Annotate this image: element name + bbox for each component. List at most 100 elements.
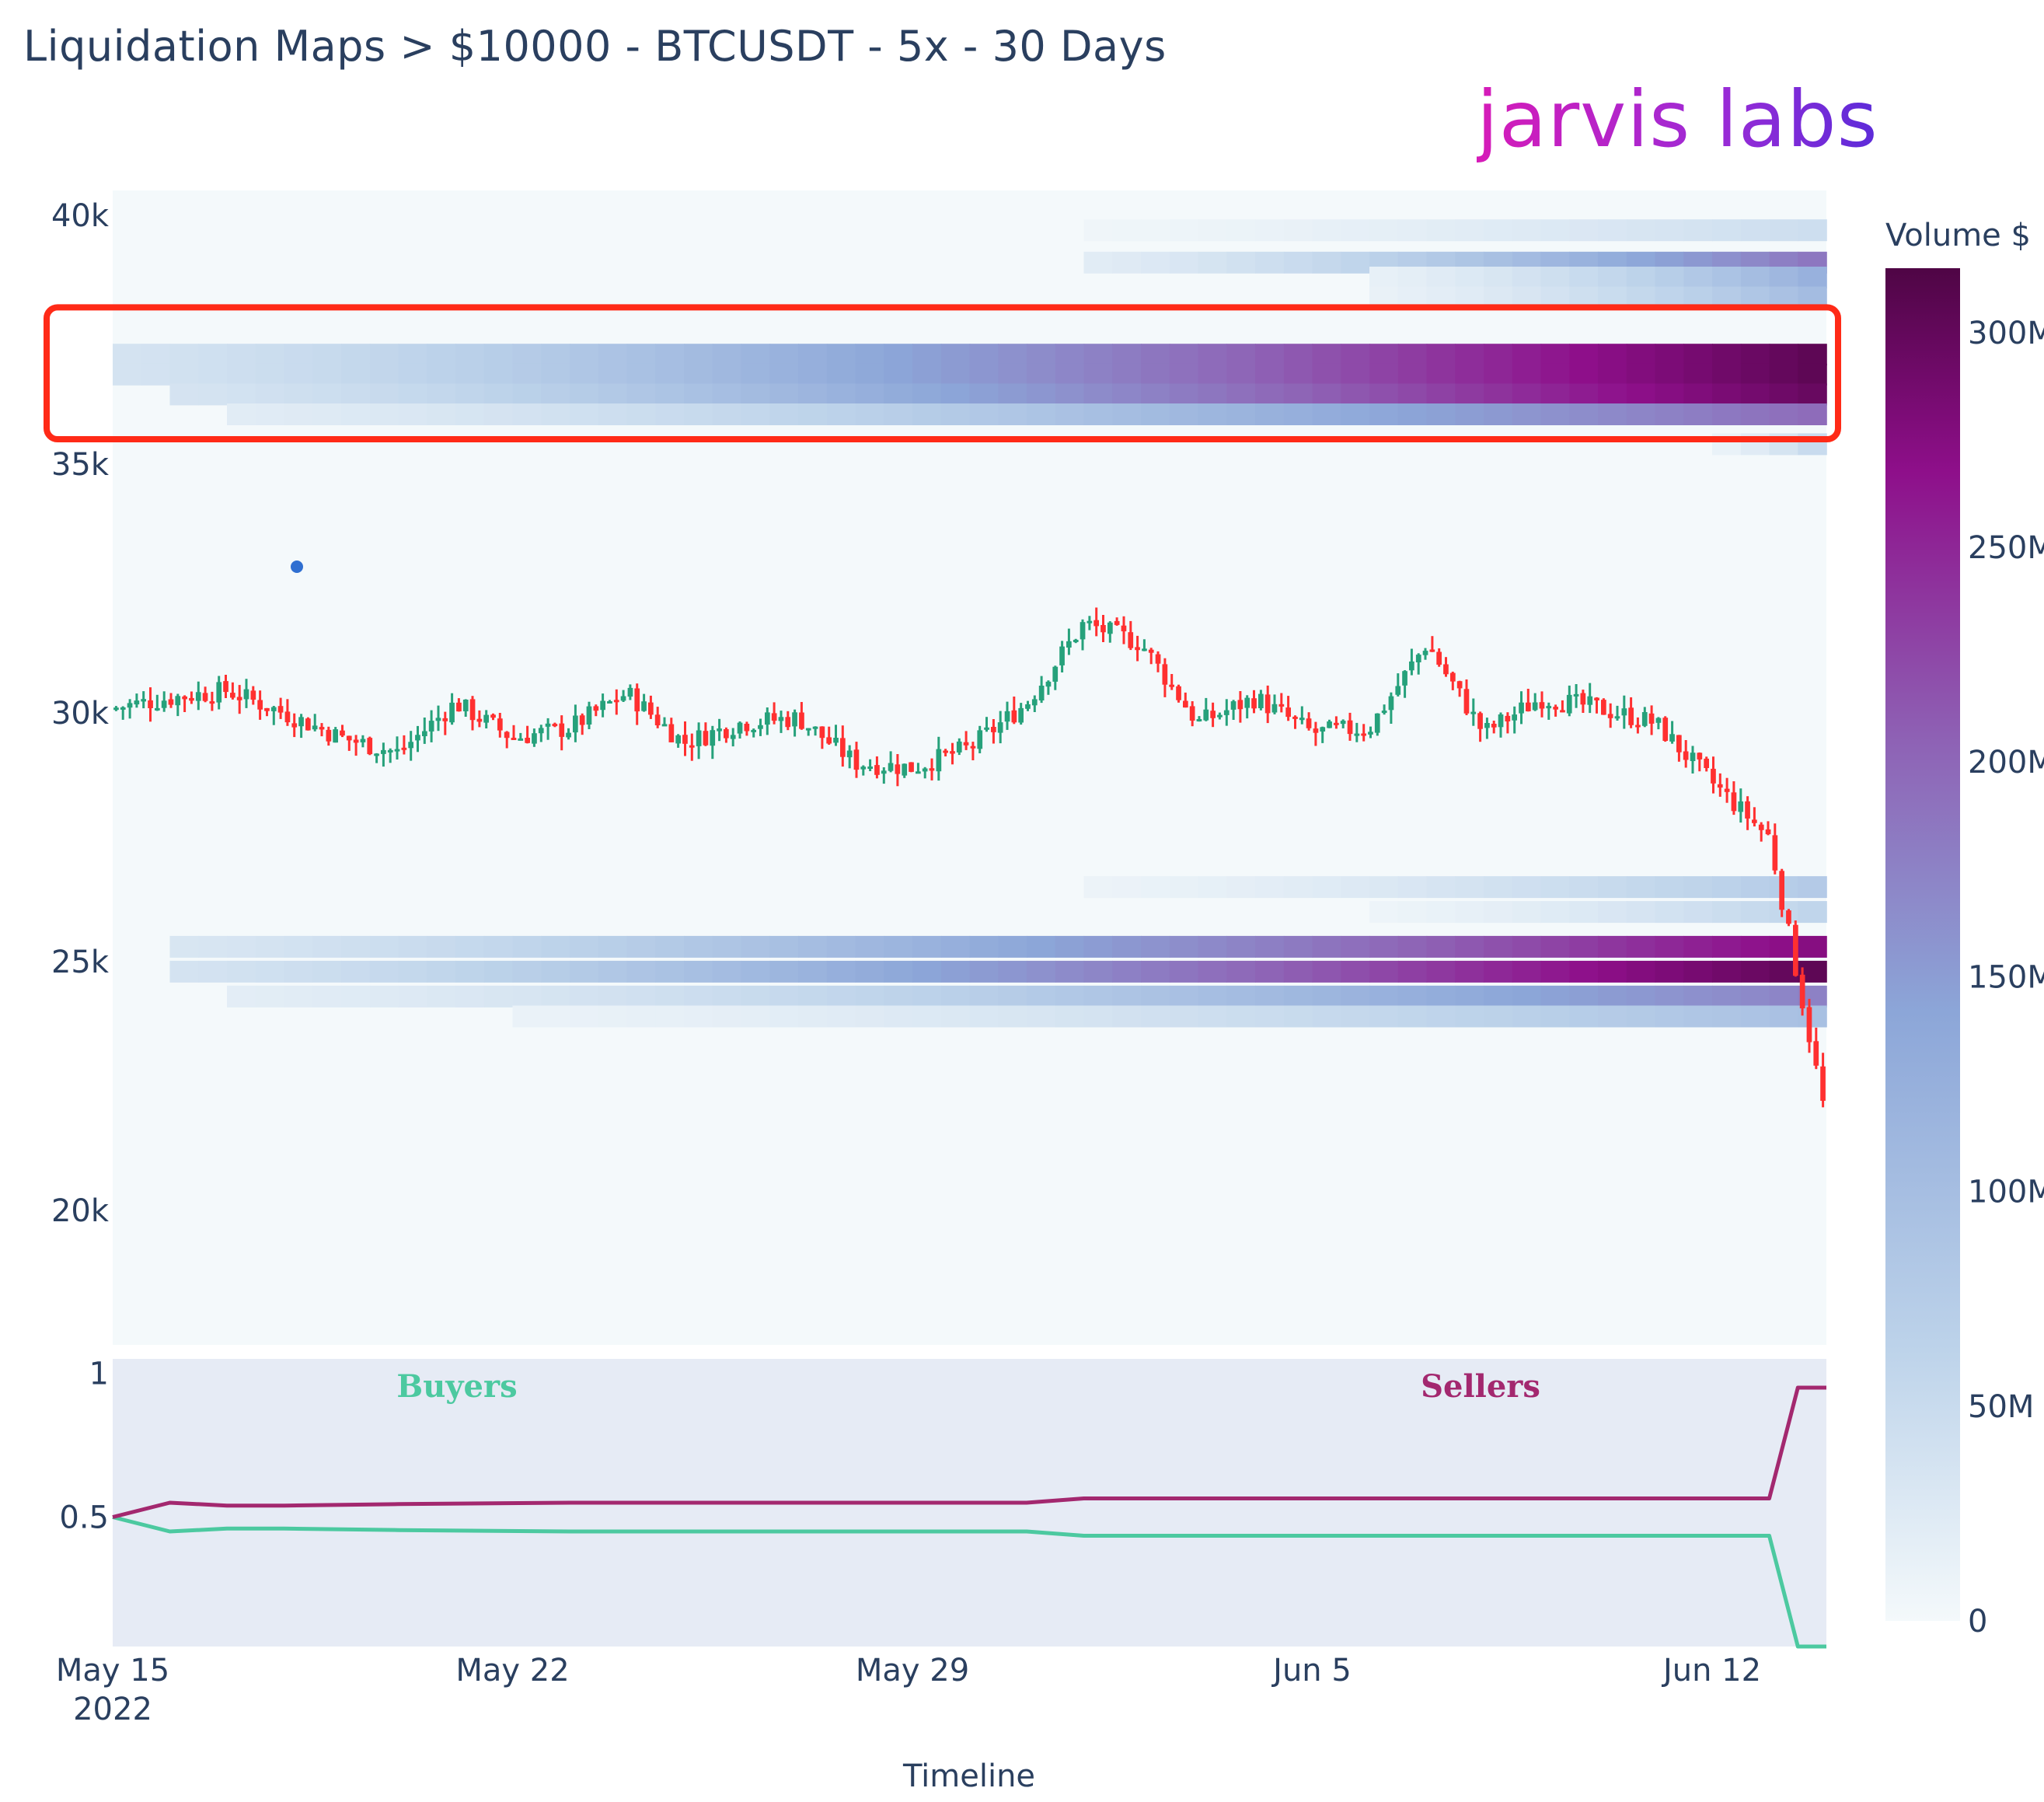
candlestick <box>737 721 743 739</box>
candlestick <box>120 706 126 720</box>
candlestick <box>881 767 887 784</box>
candlestick <box>1196 716 1202 722</box>
candlestick <box>641 693 647 712</box>
candlestick <box>216 676 222 710</box>
x-tick-label: Jun 5 <box>1271 1653 1352 1689</box>
candlestick <box>1491 721 1497 734</box>
candlestick <box>799 702 804 730</box>
candlestick <box>1505 712 1511 734</box>
candlestick <box>1820 1053 1826 1108</box>
candlestick <box>1128 620 1134 651</box>
candlestick <box>717 718 722 742</box>
liquidation-band <box>169 935 1827 958</box>
candlestick <box>1121 616 1127 644</box>
candlestick <box>997 711 1003 744</box>
candlestick <box>552 722 558 728</box>
candlestick <box>1258 690 1264 711</box>
candlestick <box>751 728 756 738</box>
liquidation-band <box>1369 267 1827 288</box>
candlestick <box>943 749 948 756</box>
liquidation-band <box>1083 219 1827 242</box>
candlestick <box>620 690 626 702</box>
candlestick <box>1676 735 1682 762</box>
liquidation-band <box>113 344 1827 366</box>
candlestick <box>1415 653 1421 675</box>
candlestick <box>1635 717 1641 734</box>
series-line-buyers <box>112 1515 1826 1649</box>
candlestick <box>1717 773 1723 797</box>
candlestick <box>250 686 256 705</box>
candlestick <box>730 728 736 747</box>
candlestick <box>1614 705 1620 721</box>
candlestick <box>613 689 619 715</box>
candlestick <box>627 684 633 700</box>
x-tick-label: Jun 12 <box>1661 1653 1761 1689</box>
candlestick <box>1031 695 1038 712</box>
sellers-annotation: Sellers <box>1421 1368 1540 1405</box>
candlestick <box>209 691 215 711</box>
candlestick <box>1587 683 1593 714</box>
candlestick <box>1223 699 1230 726</box>
candlestick <box>1484 718 1490 739</box>
candlestick <box>312 714 318 732</box>
candlestick <box>1327 719 1332 728</box>
candlestick <box>1546 702 1552 720</box>
candlestick <box>1045 680 1052 695</box>
candlestick <box>1094 607 1099 637</box>
candlestick <box>1244 695 1250 719</box>
ratio-tick-label: 1 <box>89 1357 109 1392</box>
candlestick <box>634 683 640 725</box>
candlestick <box>689 733 695 761</box>
candlestick <box>230 682 235 700</box>
candlestick <box>607 700 612 704</box>
candlestick <box>1731 781 1737 815</box>
buyers-annotation: Buyers <box>396 1368 517 1405</box>
candlestick <box>696 722 702 760</box>
candlestick <box>148 687 153 722</box>
candlestick <box>956 738 962 756</box>
candlestick <box>566 728 571 740</box>
candlestick <box>483 710 489 728</box>
candlestick <box>819 726 825 749</box>
candlestick <box>724 727 729 743</box>
candlestick <box>600 693 605 718</box>
candlestick <box>1073 638 1079 644</box>
chart-title: Liquidation Maps > $10000 - BTCUSDT - 5x… <box>23 22 1167 71</box>
candlestick <box>504 731 510 749</box>
candlestick <box>511 725 517 740</box>
candlestick <box>1402 670 1407 698</box>
candlestick <box>1059 641 1065 672</box>
candlestick <box>1148 648 1154 665</box>
candlestick <box>586 701 592 729</box>
candlestick <box>1135 635 1140 662</box>
candlestick <box>168 693 174 708</box>
candlestick <box>1361 724 1366 742</box>
candlestick <box>840 725 846 767</box>
candlestick <box>1711 756 1716 794</box>
candlestick <box>977 725 983 753</box>
candlestick <box>1292 715 1298 729</box>
candlestick <box>860 765 867 776</box>
candlestick <box>1498 712 1504 738</box>
candlestick <box>1271 694 1278 714</box>
candlestick <box>648 695 654 719</box>
candlestick <box>1813 1027 1819 1070</box>
candlestick <box>902 763 908 778</box>
candlestick <box>442 711 448 735</box>
candlestick <box>408 731 413 761</box>
candlestick <box>895 754 901 787</box>
candlestick <box>1450 672 1456 690</box>
candlestick <box>1381 704 1387 715</box>
candlestick <box>1313 721 1319 746</box>
candlestick <box>963 731 969 750</box>
candlestick <box>1217 712 1223 720</box>
candlestick <box>401 735 407 755</box>
candlestick <box>1388 692 1394 724</box>
candlestick <box>792 709 797 737</box>
candlestick <box>182 695 187 712</box>
candlestick <box>1779 868 1784 917</box>
candlestick <box>469 696 476 731</box>
candlestick <box>161 691 167 712</box>
candlestick <box>1340 719 1346 728</box>
